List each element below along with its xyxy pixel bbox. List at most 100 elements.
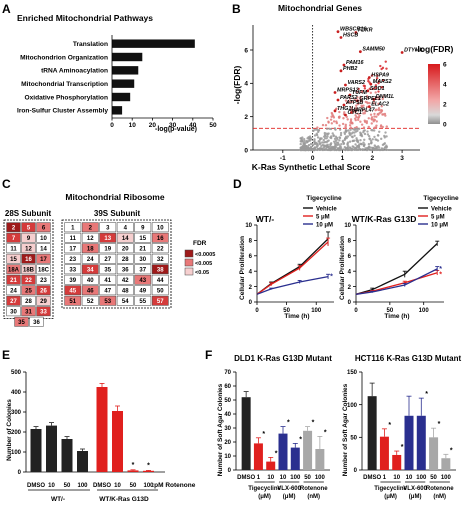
volcano-point [372, 118, 375, 121]
pathway-bar [112, 92, 131, 102]
volcano-x-tick-label: 0 [311, 155, 315, 162]
pathways-chart-title: Enriched Mitochondrial Pathways [17, 13, 153, 23]
ribosome-cell-label: 45 [69, 289, 76, 295]
ribosome-cell-label: 37 [139, 268, 146, 274]
volcano-point [349, 128, 352, 131]
volcano-point [325, 141, 328, 144]
ribosome-cell-label: 15 [10, 257, 17, 263]
softagar-y-tick-label: 10 [224, 454, 231, 460]
softagar-x-tick-label: DMSO [237, 475, 255, 481]
volcano-point [341, 148, 345, 151]
volcano-point [375, 120, 378, 123]
volcano-point [351, 135, 354, 139]
softagar-significance-star: * [401, 444, 404, 451]
ribosome-cell-39s [116, 274, 134, 285]
labeled-gene-point [372, 97, 376, 101]
softagar-bar [290, 447, 300, 470]
proliferation-kras-chart: WT/K-Ras G13D Tigecycline Time (h) Cellu… [339, 195, 459, 320]
ribosome-cell-label: 2 [89, 226, 93, 232]
ribosome-cell-label: 6 [42, 226, 46, 232]
volcano-point [383, 134, 386, 138]
volcano-point [344, 125, 347, 128]
volcano-point [368, 137, 371, 141]
ribosome-cell-28s [36, 222, 51, 233]
volcano-point [338, 136, 342, 140]
ribosome-cell-39s [64, 274, 82, 285]
volcano-point [315, 133, 319, 137]
ribosome-cell-28s [6, 243, 21, 254]
volcano-point [372, 102, 376, 105]
ribosome-cell-39s [99, 295, 117, 306]
volcano-point [341, 122, 345, 126]
softagar-group-label: VLX-600 [277, 486, 301, 492]
gene-label: MRPL47 [353, 108, 375, 114]
ribosome-cell-label: 43 [139, 278, 146, 284]
ribosome-cell-39s [151, 232, 169, 243]
volcano-point [343, 111, 346, 114]
volcano-point [374, 97, 378, 100]
ribosome-cell-28s [6, 295, 21, 306]
panel-label-e: E [2, 348, 10, 362]
softagar-significance-star: * [324, 429, 327, 436]
volcano-point [362, 126, 366, 129]
volcano-point [374, 84, 378, 87]
colonies-x-tick-label: 10 [114, 483, 121, 489]
volcano-point [359, 98, 363, 101]
volcano-point [377, 134, 380, 137]
volcano-point [321, 148, 325, 152]
volcano-point [379, 64, 382, 68]
softagar-x-tick-label: 1 [383, 475, 387, 481]
volcano-point [381, 85, 384, 89]
ribosome-cell-28s [6, 232, 21, 243]
ribosome-cell-label: 42 [122, 278, 129, 284]
prolif-y-tick-label: 0 [249, 300, 253, 306]
ribosome-cell-label: 26 [40, 289, 47, 295]
prolif-series-line [355, 268, 438, 295]
prolif-wt-y-label: Cellular Proliferation [239, 236, 246, 300]
prolif-y-tick-label: 0 [348, 300, 352, 306]
ribosome-cell-39s [134, 295, 152, 306]
softagar-x-tick-label: 100 [290, 475, 301, 481]
volcano-point [351, 139, 354, 143]
ribosome-cell-label: 19 [104, 247, 111, 253]
labeled-gene-point [339, 36, 343, 39]
prolif-legend-label: 5 μM [431, 214, 445, 220]
volcano-point [309, 142, 313, 146]
colonies-x-tick-label: DMSO [27, 483, 45, 489]
volcano-point [333, 137, 337, 141]
colonies-y-tick-label: 200 [11, 430, 22, 436]
ribosome-cell-39s [134, 285, 152, 296]
softagar-significance-star: * [450, 447, 453, 454]
softagar-x-tick-label: 10 [280, 475, 287, 481]
volcano-point [356, 118, 360, 122]
volcano-point [380, 108, 383, 112]
volcano-point [303, 145, 306, 148]
volcano-point [378, 130, 381, 134]
ribosome-cell-39s [99, 232, 117, 243]
colonies-bar [30, 429, 42, 472]
hct116-title: HCT116 K-Ras G13D Mutant [355, 354, 462, 363]
prolif-y-tick-label: 8 [249, 239, 253, 245]
volcano-point [362, 84, 366, 87]
volcano-point [358, 114, 361, 117]
gene-label: DTYMK [404, 48, 424, 54]
colorbar-tick-label: 2 [443, 101, 447, 108]
labeled-gene-point [354, 31, 358, 34]
volcano-point [313, 134, 317, 137]
prolif-y-tick-label: 8 [348, 239, 352, 245]
ribosome-cell-label: 18 [87, 247, 94, 253]
gene-label: PHB2 [343, 66, 357, 72]
pathway-bar [112, 66, 139, 75]
ribosome-cell-label: 30 [139, 257, 146, 263]
volcano-point [344, 129, 348, 133]
volcano-point [322, 141, 325, 144]
gene-label: DNM1L [376, 94, 395, 100]
prolif-y-tick-label: 2 [348, 285, 352, 291]
volcano-point [313, 128, 317, 131]
volcano-point [359, 131, 362, 134]
ribosome-cell-label: 12 [87, 236, 94, 242]
volcano-point [346, 118, 349, 121]
volcano-point [329, 118, 333, 121]
softagar-significance-star: * [275, 450, 278, 457]
volcano-point [380, 147, 384, 150]
